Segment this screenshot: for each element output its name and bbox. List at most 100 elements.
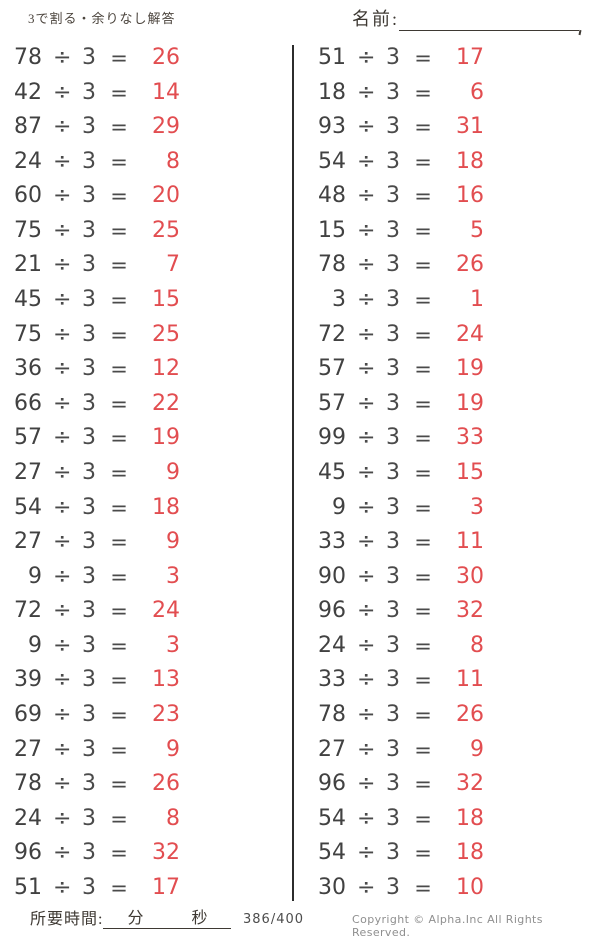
minutes-label: 分 — [127, 910, 144, 927]
equals-sign: = — [110, 115, 128, 140]
equals-sign: = — [414, 564, 432, 589]
answer-value: 18 — [152, 494, 180, 520]
problem-row: 78 ÷ 3 = 26 — [310, 251, 600, 279]
dividend: 51 — [318, 45, 346, 70]
answer-value: 26 — [152, 45, 180, 70]
problem-row: 36 ÷ 3 = 12 — [6, 355, 293, 383]
answer-value: 8 — [166, 805, 180, 831]
equals-sign: = — [110, 564, 128, 589]
dividend: 57 — [318, 356, 346, 382]
divide-operator-icon: ÷ — [53, 287, 72, 313]
divide-operator-icon: ÷ — [53, 598, 72, 624]
dividend: 72 — [14, 598, 42, 624]
equals-sign: = — [110, 149, 128, 174]
problem-row: 27 ÷ 3 = 9 — [6, 736, 293, 764]
equals-sign: = — [110, 391, 128, 416]
time-blank-line: 分 秒 — [103, 909, 232, 929]
dividend: 24 — [14, 148, 42, 174]
problem-row: 75 ÷ 3 = 25 — [6, 321, 293, 349]
problem-row: 51 ÷ 3 = 17 — [6, 874, 293, 902]
equals-sign: = — [414, 357, 432, 382]
equals-sign: = — [414, 841, 432, 866]
divide-operator-icon: ÷ — [357, 529, 376, 555]
divisor: 3 — [386, 183, 400, 209]
divisor: 3 — [82, 390, 96, 416]
answer-value: 18 — [456, 148, 484, 174]
dividend: 3 — [332, 287, 346, 313]
divisor: 3 — [82, 736, 96, 762]
dividend: 78 — [14, 45, 42, 70]
divisor: 3 — [386, 356, 400, 382]
divisor: 3 — [386, 287, 400, 313]
divide-operator-icon: ÷ — [53, 183, 72, 209]
problem-row: 48 ÷ 3 = 16 — [310, 182, 600, 210]
divisor: 3 — [82, 459, 96, 485]
time-field: 所要時間: 分 秒 — [30, 905, 232, 929]
equals-sign: = — [110, 357, 128, 382]
divisor: 3 — [82, 563, 96, 589]
answer-value: 16 — [456, 183, 484, 209]
dividend: 93 — [318, 114, 346, 140]
divide-operator-icon: ÷ — [53, 390, 72, 416]
answer-value: 19 — [456, 356, 484, 382]
divide-operator-icon: ÷ — [53, 874, 72, 900]
problem-row: 96 ÷ 3 = 32 — [310, 597, 600, 625]
problem-row: 87 ÷ 3 = 29 — [6, 113, 293, 141]
divisor: 3 — [386, 701, 400, 727]
divisor: 3 — [82, 529, 96, 555]
equals-sign: = — [414, 426, 432, 451]
divisor: 3 — [386, 217, 400, 243]
divide-operator-icon: ÷ — [357, 459, 376, 485]
time-label: 所要時間: — [30, 911, 104, 928]
dividend: 15 — [318, 217, 346, 243]
equals-sign: = — [110, 702, 128, 727]
answer-value: 24 — [152, 598, 180, 624]
divide-operator-icon: ÷ — [357, 252, 376, 278]
problem-row: 54 ÷ 3 = 18 — [310, 805, 600, 833]
answer-value: 25 — [152, 321, 180, 347]
equals-sign: = — [414, 495, 432, 520]
answer-value: 9 — [166, 736, 180, 762]
answer-value: 9 — [166, 529, 180, 555]
answer-value: 11 — [456, 667, 484, 693]
divisor: 3 — [386, 321, 400, 347]
equals-sign: = — [414, 806, 432, 831]
equals-sign: = — [414, 184, 432, 209]
answer-value: 26 — [456, 252, 484, 278]
dividend: 18 — [318, 79, 346, 105]
dividend: 96 — [318, 598, 346, 624]
divide-operator-icon: ÷ — [53, 701, 72, 727]
dividend: 45 — [14, 287, 42, 313]
problem-row: 96 ÷ 3 = 32 — [6, 839, 293, 867]
answer-value: 8 — [166, 148, 180, 174]
divide-operator-icon: ÷ — [53, 494, 72, 520]
answer-value: 9 — [166, 459, 180, 485]
dividend: 66 — [14, 390, 42, 416]
divisor: 3 — [82, 667, 96, 693]
dividend: 45 — [318, 459, 346, 485]
dividend: 87 — [14, 114, 42, 140]
problem-row: 27 ÷ 3 = 9 — [6, 459, 293, 487]
problem-row: 15 ÷ 3 = 5 — [310, 217, 600, 245]
equals-sign: = — [110, 288, 128, 313]
divisor: 3 — [82, 805, 96, 831]
problem-row: 57 ÷ 3 = 19 — [310, 390, 600, 418]
problem-row: 75 ÷ 3 = 25 — [6, 217, 293, 245]
divisor: 3 — [82, 114, 96, 140]
answer-value: 19 — [456, 390, 484, 416]
answer-value: 26 — [152, 771, 180, 797]
divisor: 3 — [82, 252, 96, 278]
answer-value: 18 — [456, 805, 484, 831]
dividend: 72 — [318, 321, 346, 347]
divide-operator-icon: ÷ — [53, 459, 72, 485]
copyright-text: Copyright © Alpha.Inc All Rights Reserve… — [352, 913, 543, 939]
problem-row: 90 ÷ 3 = 30 — [310, 563, 600, 591]
divide-operator-icon: ÷ — [357, 494, 376, 520]
divisor: 3 — [82, 287, 96, 313]
answer-value: 15 — [152, 287, 180, 313]
divide-operator-icon: ÷ — [53, 217, 72, 243]
equals-sign: = — [414, 599, 432, 624]
divide-operator-icon: ÷ — [357, 183, 376, 209]
answer-value: 33 — [456, 425, 484, 451]
